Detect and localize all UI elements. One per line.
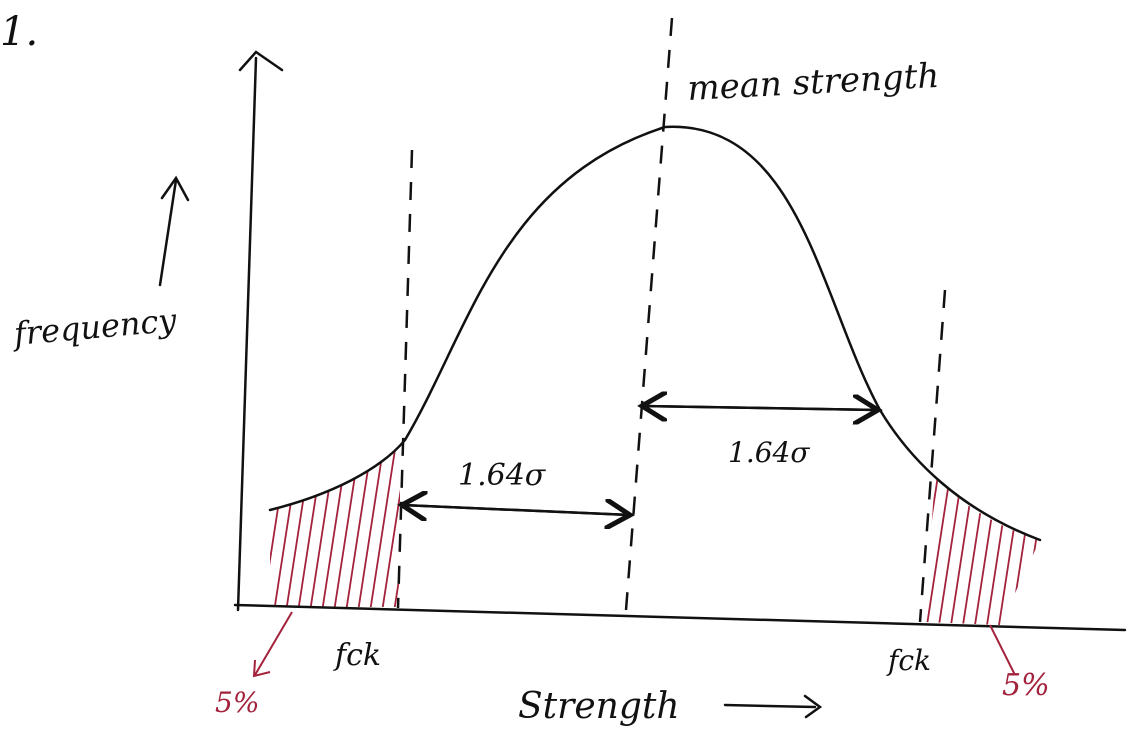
- hatch-line: [1022, 475, 1040, 625]
- hatch-line: [355, 445, 387, 607]
- hatch-line: [367, 445, 399, 607]
- title: 1.: [0, 9, 38, 55]
- hatch-line: [391, 445, 400, 607]
- mean-line: [624, 17, 674, 611]
- fck-line-left: [396, 149, 414, 609]
- hatch-line: [998, 475, 1030, 625]
- hatch-line: [962, 475, 994, 625]
- hatch-line: [404, 430, 434, 625]
- frequency-arrow: [158, 178, 178, 287]
- right-tail-label: 5%: [1002, 668, 1050, 703]
- hatch-line: [926, 475, 958, 625]
- hatch-line: [1034, 475, 1040, 625]
- left-tail-label: 5%: [215, 686, 259, 719]
- right-fck-label: fck: [886, 644, 931, 677]
- left-fck-label: fck: [333, 638, 381, 673]
- fck-line-right: [918, 289, 947, 623]
- left-tail-pointer: [252, 611, 293, 678]
- left-interval-label: 1.64σ: [458, 458, 547, 493]
- y-axis-label: frequency: [10, 301, 178, 353]
- x-axis: [233, 603, 1127, 632]
- hatch-line: [974, 475, 1006, 625]
- right-interval-label: 1.64σ: [728, 436, 810, 469]
- hatch-line: [379, 445, 400, 607]
- hatch-line: [271, 445, 303, 607]
- x-axis-label: Strength: [518, 686, 680, 727]
- y-arrowhead: [238, 50, 284, 72]
- hatch-line: [319, 445, 351, 607]
- hatch-line: [283, 445, 315, 607]
- hatch-line: [1047, 430, 1077, 625]
- hatch-line: [938, 475, 970, 625]
- hatch-line: [1010, 475, 1040, 625]
- hatch-line: [270, 445, 291, 607]
- interval-arrow-left-end: [400, 505, 630, 515]
- hatch-line: [343, 445, 375, 607]
- normal-curve: [268, 125, 1042, 542]
- right-hatch: [925, 430, 1089, 625]
- interval-arrow-right-end: [640, 406, 878, 410]
- hatch-line: [331, 445, 363, 607]
- mean-label: mean strength: [686, 56, 940, 109]
- left-hatch: [270, 430, 434, 625]
- y-axis: [236, 56, 258, 612]
- frequency-arrowhead: [160, 175, 190, 202]
- hatch-line: [307, 445, 339, 607]
- hatch-line: [270, 445, 279, 607]
- hatch-line: [950, 475, 982, 625]
- strength-arrow: [723, 694, 823, 719]
- hatch-line: [986, 475, 1018, 625]
- hatch-line: [925, 475, 946, 625]
- hatch-line: [1059, 430, 1089, 625]
- right-tail-pointer: [989, 624, 1016, 676]
- hatch-line: [295, 445, 327, 607]
